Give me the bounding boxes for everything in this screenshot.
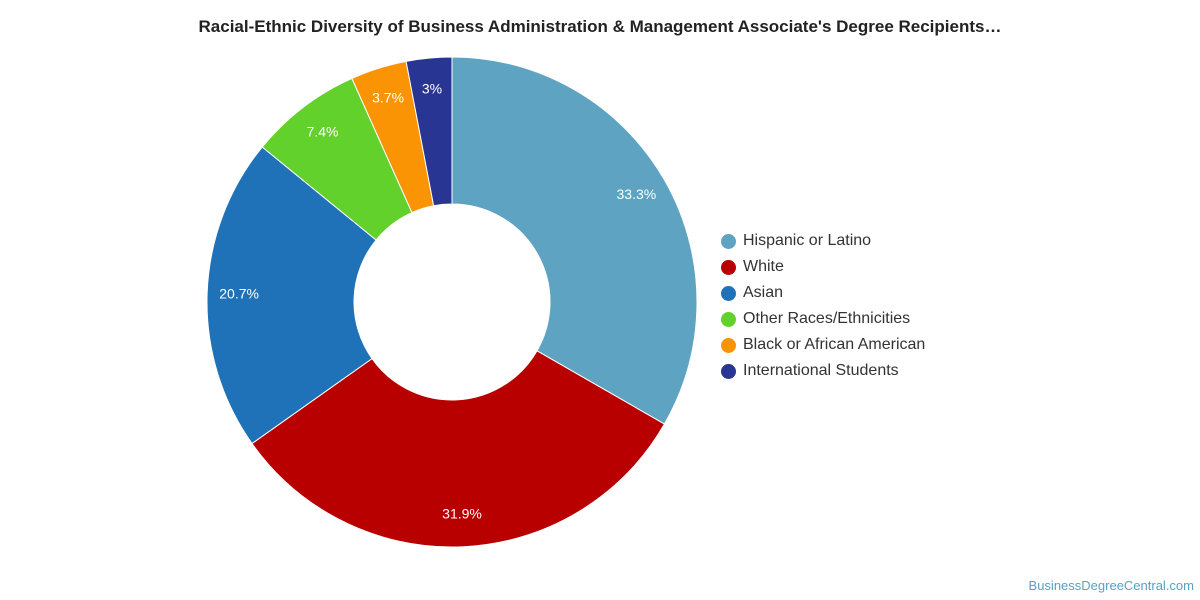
slice-white[interactable] [251,350,666,548]
data-label-international-students: 3% [422,81,442,97]
legend-label: Other Races/Ethnicities [743,310,911,327]
legend-swatch-icon [721,259,736,275]
data-label-black-or-african-american: 3.7% [372,90,404,106]
legend-swatch-icon [721,337,736,353]
legend-item-other-races-ethnicities[interactable]: Other Races/Ethnicities [721,306,925,332]
chart-title: Racial-Ethnic Diversity of Business Admi… [198,17,1002,36]
legend-item-asian[interactable]: Asian [721,280,925,306]
legend-swatch-icon [721,311,736,327]
data-label-other-races-ethnicities: 7.4% [307,124,339,140]
data-label-asian: 20.7% [219,285,259,301]
data-label-hispanic-or-latino: 33.3% [617,186,657,202]
data-labels-layer: 33.3% 31.9% 20.7% 7.4% 3.7% 3% [219,81,656,522]
legend-item-white[interactable]: White [721,254,925,280]
legend-item-black-or-african-american[interactable]: Black or African American [721,332,925,358]
legend-swatch-icon [721,285,736,301]
legend-item-international-students[interactable]: International Students [721,358,925,384]
legend-label: Black or African American [743,336,926,353]
legend-label: White [743,258,784,275]
legend-swatch-icon [721,363,736,379]
chart-legend: Hispanic or Latino White Asian Other Races/… [721,228,925,384]
slice-hispanic-or-latino[interactable] [451,56,698,425]
data-label-white: 31.9% [442,505,482,521]
legend-swatch-icon [721,233,736,249]
legend-label: Asian [743,284,784,301]
slice-asian[interactable] [206,146,377,445]
legend-label: International Students [743,362,899,379]
slices-layer [206,56,698,548]
source-credit[interactable]: BusinessDegreeCentral.com [1028,578,1194,593]
slice-international-students[interactable] [405,56,453,207]
legend-item-hispanic-or-latino[interactable]: Hispanic or Latino [721,228,925,254]
legend-label: Hispanic or Latino [743,232,872,249]
